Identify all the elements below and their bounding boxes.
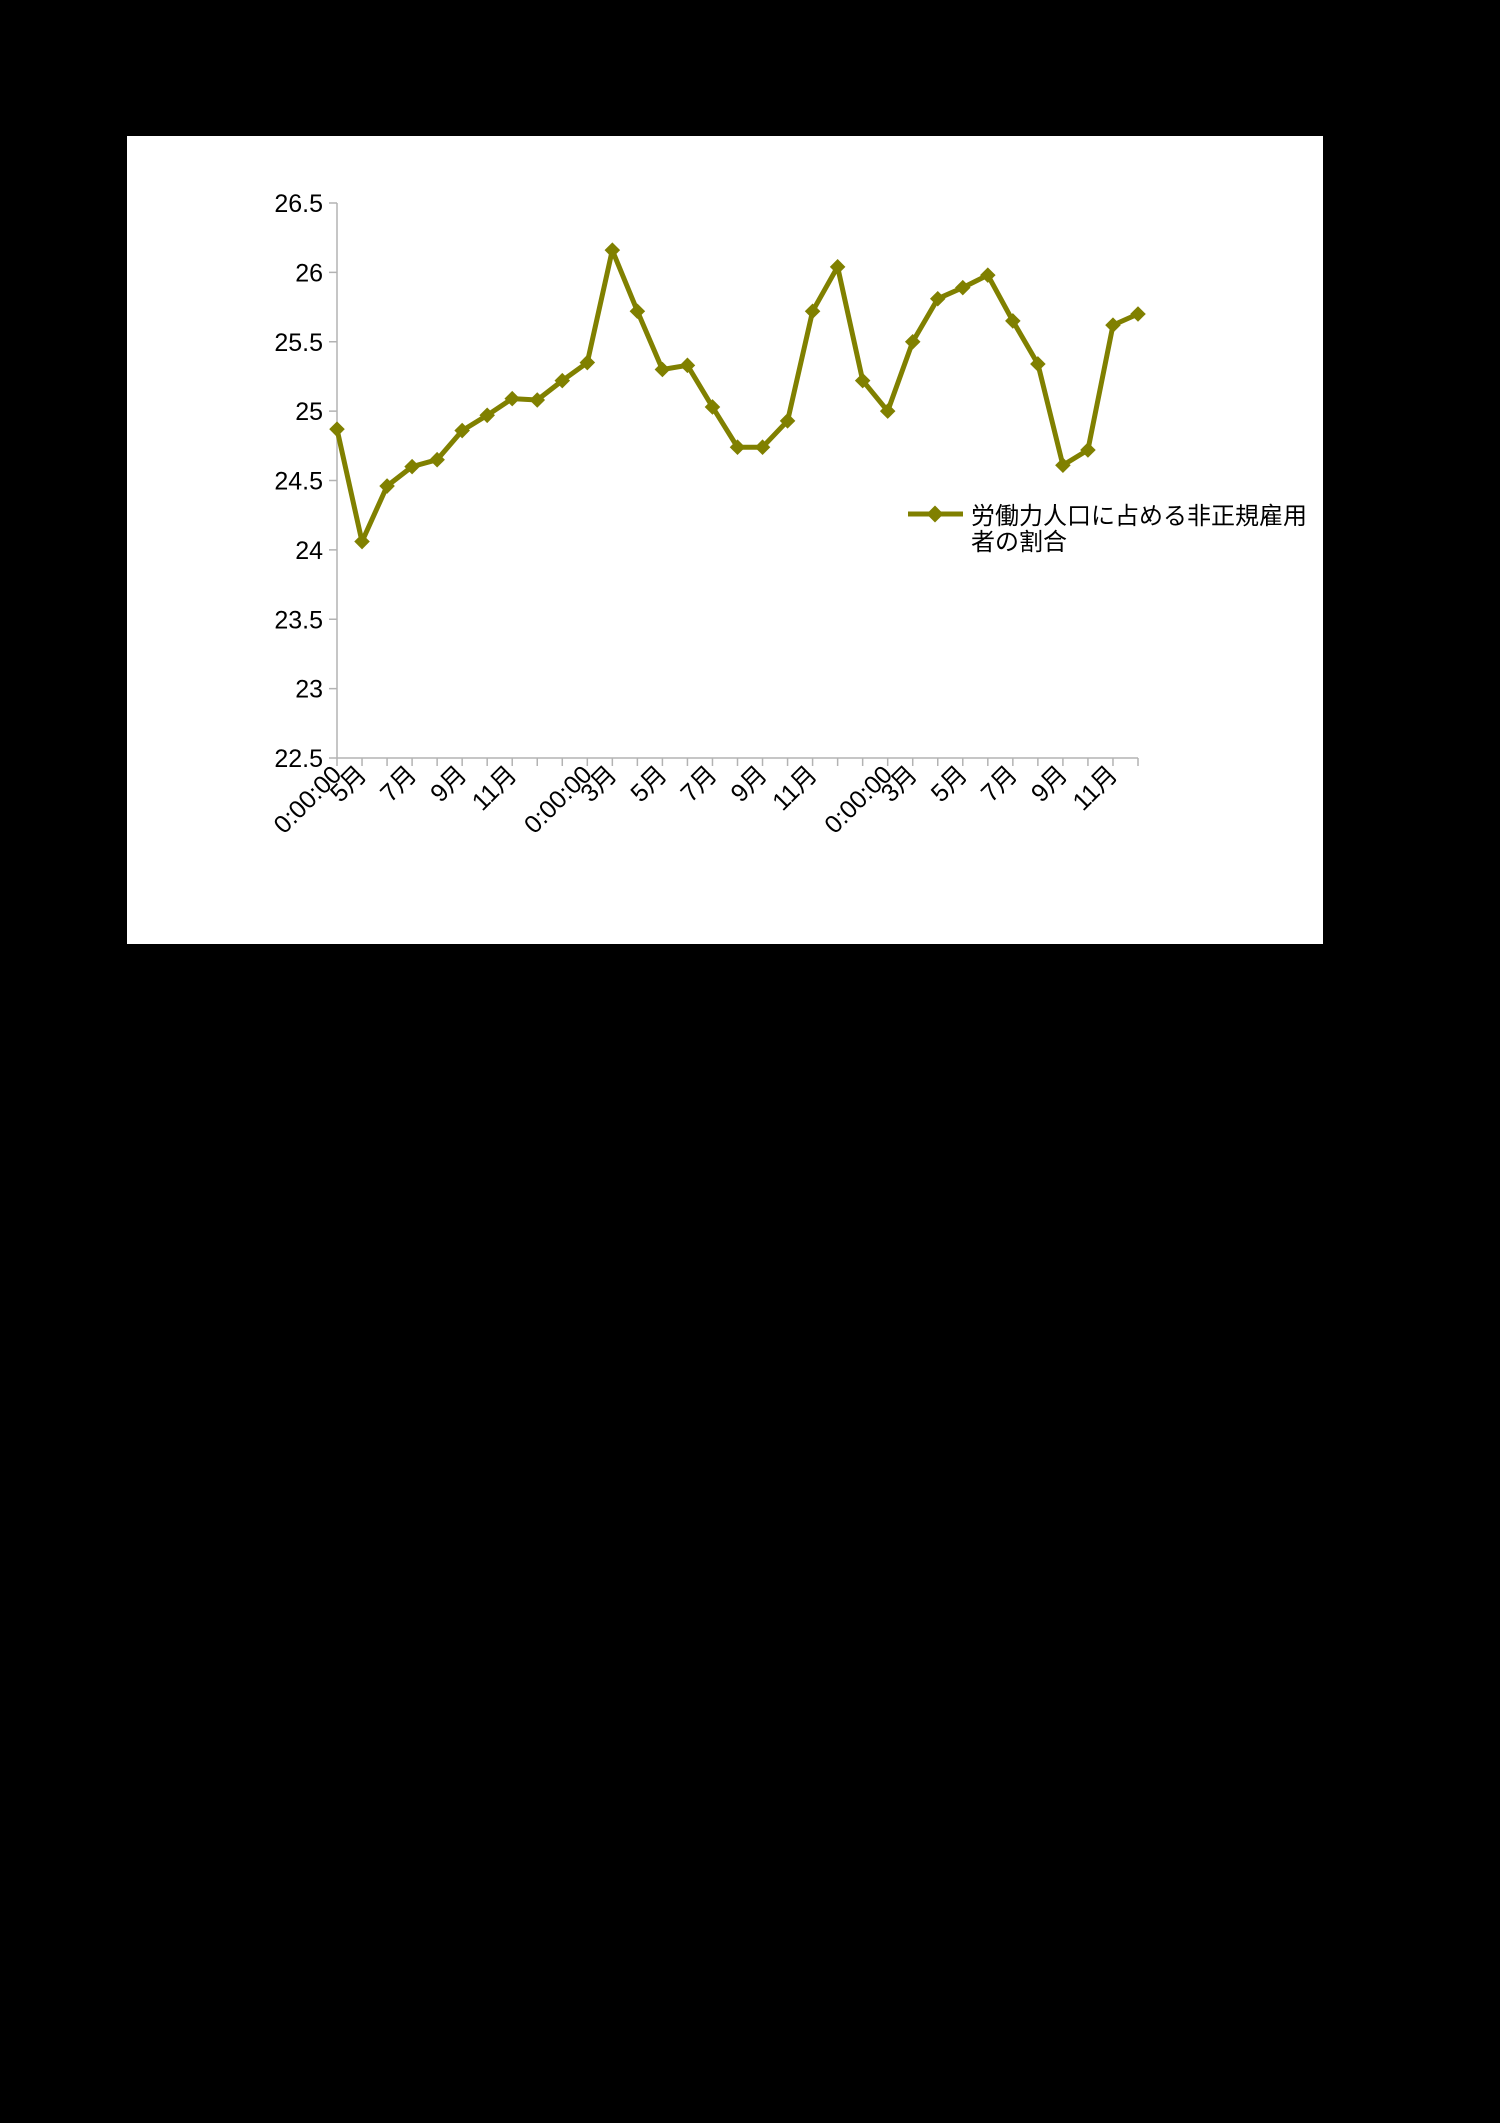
x-tick-label: 11月 (767, 760, 823, 816)
x-tick-label: 7月 (375, 760, 422, 807)
data-point (1055, 457, 1071, 474)
y-tick-label: 26.5 (274, 190, 323, 218)
y-tick-label: 23 (295, 676, 323, 704)
x-tick-label: 5月 (625, 760, 672, 807)
data-point (1130, 306, 1146, 322)
legend: 労働力人口に占める非正規雇用 者の割合 (908, 502, 1307, 556)
y-tick-label: 25.5 (274, 329, 323, 357)
y-tick-label: 26 (295, 259, 323, 287)
data-point (329, 421, 345, 437)
legend-label-line1: 労働力人口に占める非正規雇用 (971, 502, 1307, 530)
x-tick-label: 11月 (1067, 760, 1123, 816)
chart-panel (127, 136, 1323, 944)
y-tick-label: 24.5 (274, 468, 323, 496)
y-tick-label: 25 (295, 398, 323, 426)
data-point (354, 533, 370, 550)
y-tick-label: 22.5 (274, 745, 323, 773)
x-tick-label: 7月 (976, 760, 1023, 807)
data-point (1080, 442, 1096, 458)
legend-label-line2: 者の割合 (971, 528, 1067, 556)
legend-marker-swatch (926, 505, 944, 523)
x-tick-label: 11月 (467, 760, 523, 816)
data-point (1030, 356, 1046, 372)
x-tick-label: 9月 (725, 760, 772, 807)
x-tick-label: 7月 (675, 760, 722, 807)
data-point (654, 361, 671, 378)
data-point (604, 242, 621, 258)
x-tick-label: 9月 (425, 760, 472, 807)
data-point (629, 303, 646, 320)
y-tick-label: 24 (295, 537, 323, 565)
series-line (334, 247, 1140, 545)
data-point (1105, 317, 1121, 333)
x-tick-label: 9月 (1026, 760, 1073, 807)
y-tick-label: 23.5 (274, 606, 323, 634)
x-tick-label: 5月 (926, 760, 973, 807)
x-tick-label: 0:00:00 (519, 760, 598, 839)
x-tick-label: 0:00:00 (819, 760, 898, 839)
